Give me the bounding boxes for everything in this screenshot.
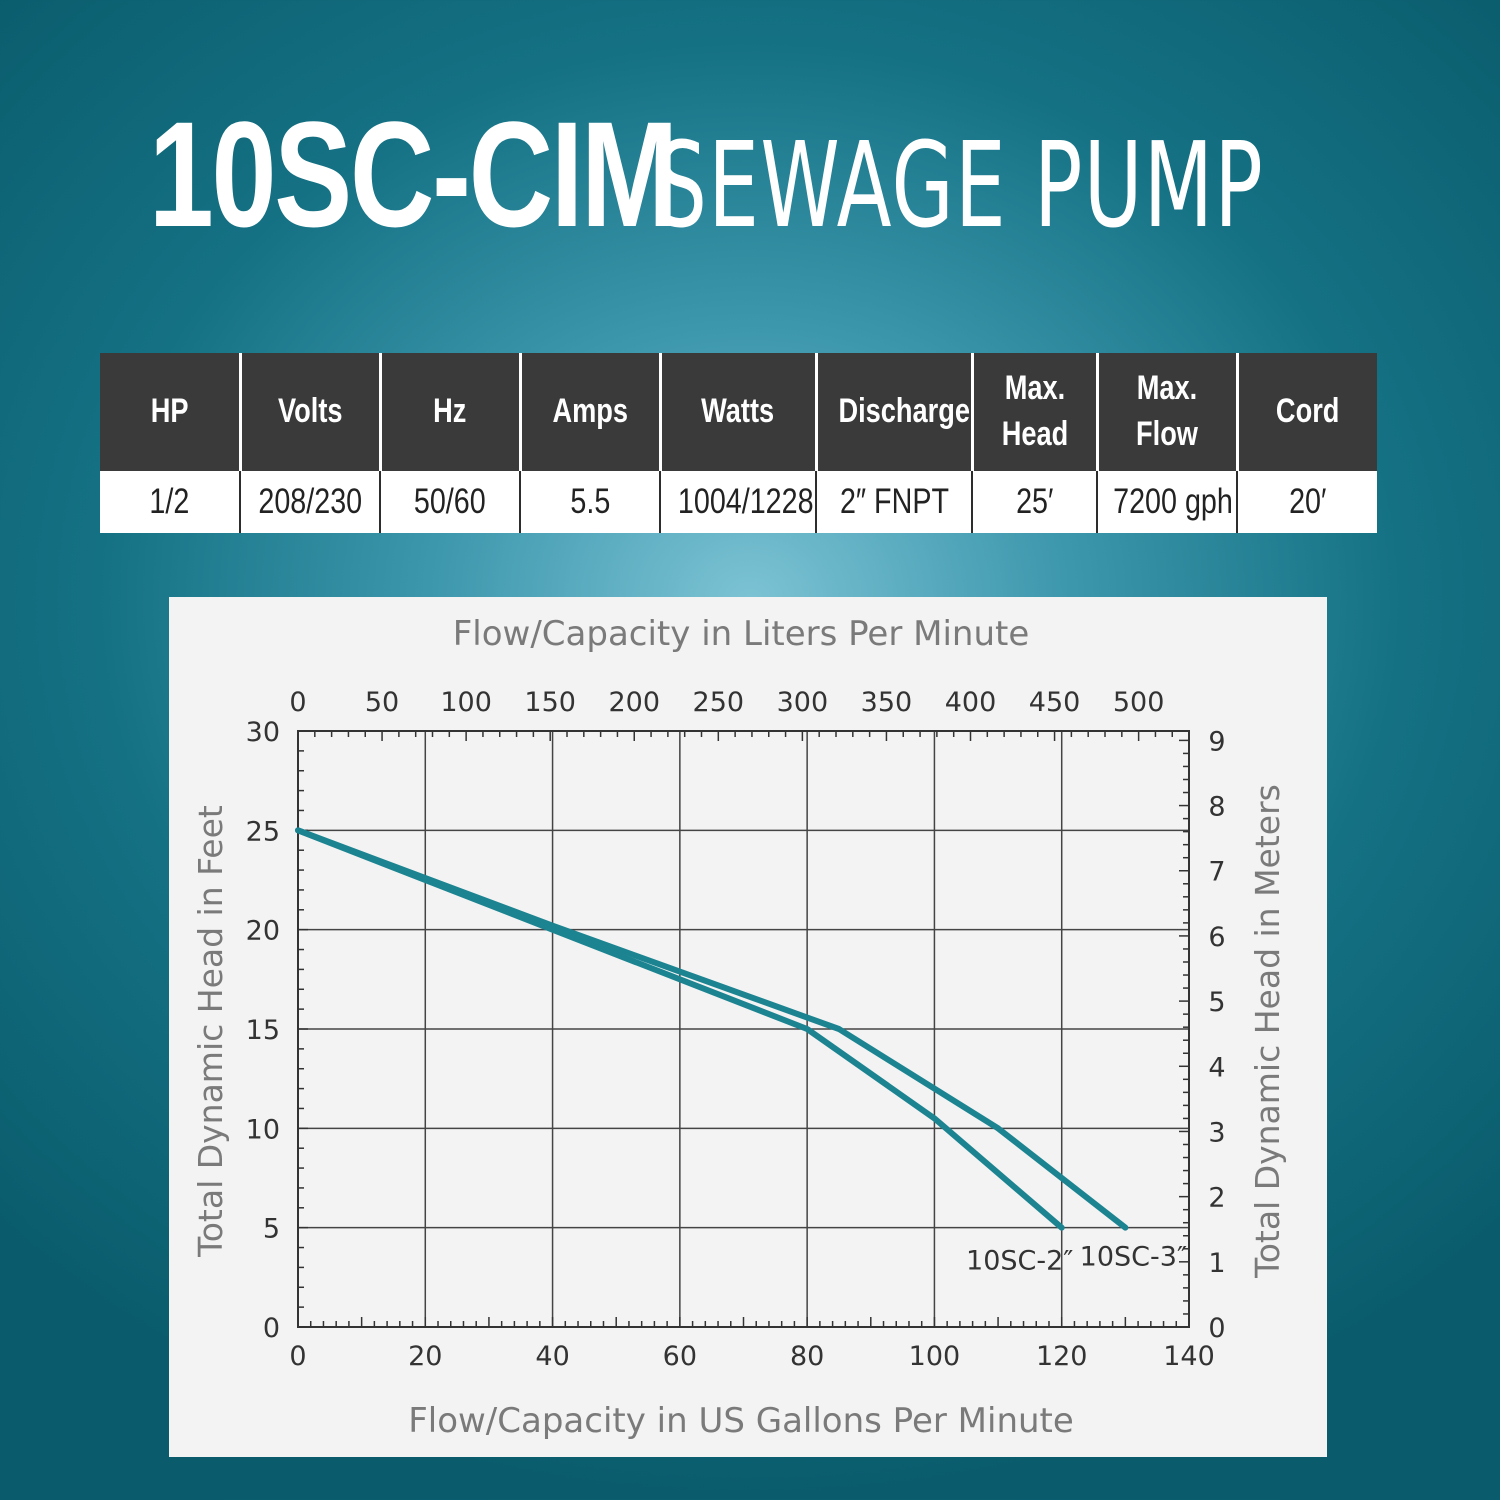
grid-layer bbox=[298, 731, 1189, 1327]
x2-tick-label: 100 bbox=[440, 687, 492, 718]
x-tick-label: 100 bbox=[909, 1341, 961, 1372]
spec-header-hp: HP bbox=[100, 353, 240, 471]
x-tick-label: 80 bbox=[790, 1341, 824, 1372]
top-axis-title: Flow/Capacity in Liters Per Minute bbox=[453, 614, 1030, 654]
y-tick-label: 20 bbox=[246, 916, 280, 947]
x2-tick-label: 0 bbox=[289, 687, 306, 718]
y-tick-label: 0 bbox=[263, 1313, 280, 1344]
spec-value-hz: 50/60 bbox=[379, 471, 520, 533]
spec-header-amps: Amps bbox=[518, 353, 660, 471]
y2-tick-label: 3 bbox=[1208, 1117, 1225, 1148]
plot-frame bbox=[297, 730, 1190, 1328]
y-tick-label: 25 bbox=[246, 816, 280, 847]
y2-tick-label: 6 bbox=[1208, 922, 1225, 953]
spec-header-volts: Volts bbox=[238, 353, 380, 471]
y2-tick-label: 2 bbox=[1208, 1183, 1225, 1214]
x-tick-label: 60 bbox=[663, 1341, 697, 1372]
x2-tick-label: 300 bbox=[777, 687, 829, 718]
spec-header-watts: Watts bbox=[658, 353, 816, 471]
y2-tick-label: 4 bbox=[1208, 1052, 1225, 1083]
spec-value-volts: 208/230 bbox=[239, 471, 380, 533]
x2-tick-label: 200 bbox=[608, 687, 660, 718]
spec-value-hp: 1/2 bbox=[100, 471, 240, 533]
spec-header-max-head: Max. Head bbox=[970, 353, 1097, 471]
series-layer bbox=[295, 827, 1129, 1231]
y-tick-label: 30 bbox=[246, 717, 280, 748]
y-tick-label: 5 bbox=[263, 1214, 280, 1245]
y-axis-title: Total Dynamic Head in Feet bbox=[191, 805, 230, 1258]
y2-axis-title: Total Dynamic Head in Meters bbox=[1248, 784, 1287, 1279]
y2-tick-label: 7 bbox=[1208, 857, 1225, 888]
model-name: 10SC-CIM bbox=[148, 90, 679, 258]
spec-header-hz: Hz bbox=[378, 353, 520, 471]
x-tick-label: 0 bbox=[289, 1341, 306, 1372]
page-title: 10SC-CIMSEWAGE PUMP bbox=[0, 88, 1500, 261]
spec-value-row: 1/2 208/230 50/60 5.5 1004/1228 2″ FNPT … bbox=[100, 471, 1377, 533]
pump-curve-chart: 0 20 40 60 80 100 120 140 0 5 10 15 20 25 30 0 50 100 150 2… bbox=[169, 597, 1327, 1457]
series-label-2: 10SC-3″ bbox=[1080, 1242, 1187, 1273]
y2-tick-label: 5 bbox=[1208, 987, 1225, 1018]
x2-tick-label: 400 bbox=[945, 687, 997, 718]
series-label-1: 10SC-2″ bbox=[966, 1246, 1073, 1277]
x2-tick-label: 350 bbox=[861, 687, 913, 718]
spec-value-max-head: 25′ bbox=[971, 471, 1097, 533]
x-tick-label: 120 bbox=[1036, 1341, 1088, 1372]
x-tick-label: 40 bbox=[535, 1341, 569, 1372]
spec-header-max-flow: Max. Flow bbox=[1095, 353, 1237, 471]
y2-tick-label: 1 bbox=[1208, 1248, 1225, 1279]
spec-value-watts: 1004/1228 bbox=[659, 471, 816, 533]
y2-tick-label: 0 bbox=[1208, 1313, 1225, 1344]
spec-value-cord: 20′ bbox=[1236, 471, 1377, 533]
x-tick-label: 20 bbox=[408, 1341, 442, 1372]
spec-table: HP Volts Hz Amps Watts Discharge Max. He… bbox=[100, 353, 1377, 533]
spec-value-discharge: 2″ FNPT bbox=[815, 471, 972, 533]
x2-tick-label: 150 bbox=[524, 687, 576, 718]
series-line-2 bbox=[295, 827, 1129, 1231]
product-name: SEWAGE PUMP bbox=[656, 116, 1265, 254]
y-tick-label: 10 bbox=[246, 1114, 280, 1145]
spec-header-cord: Cord bbox=[1235, 353, 1377, 471]
y2-tick-label: 8 bbox=[1208, 792, 1225, 823]
x2-tick-label: 500 bbox=[1113, 687, 1165, 718]
y-tick-label: 15 bbox=[246, 1015, 280, 1046]
x-axis-title: Flow/Capacity in US Gallons Per Minute bbox=[408, 1401, 1074, 1441]
y2-tick-label: 9 bbox=[1208, 726, 1225, 757]
x2-tick-label: 250 bbox=[693, 687, 745, 718]
spec-value-amps: 5.5 bbox=[519, 471, 660, 533]
x2-tick-label: 450 bbox=[1029, 687, 1081, 718]
spec-header-discharge: Discharge bbox=[814, 353, 972, 471]
x-tick-label: 140 bbox=[1163, 1341, 1215, 1372]
spec-value-max-flow: 7200 gph bbox=[1096, 471, 1237, 533]
spec-header-row: HP Volts Hz Amps Watts Discharge Max. He… bbox=[100, 353, 1377, 471]
x2-tick-label: 50 bbox=[365, 687, 399, 718]
